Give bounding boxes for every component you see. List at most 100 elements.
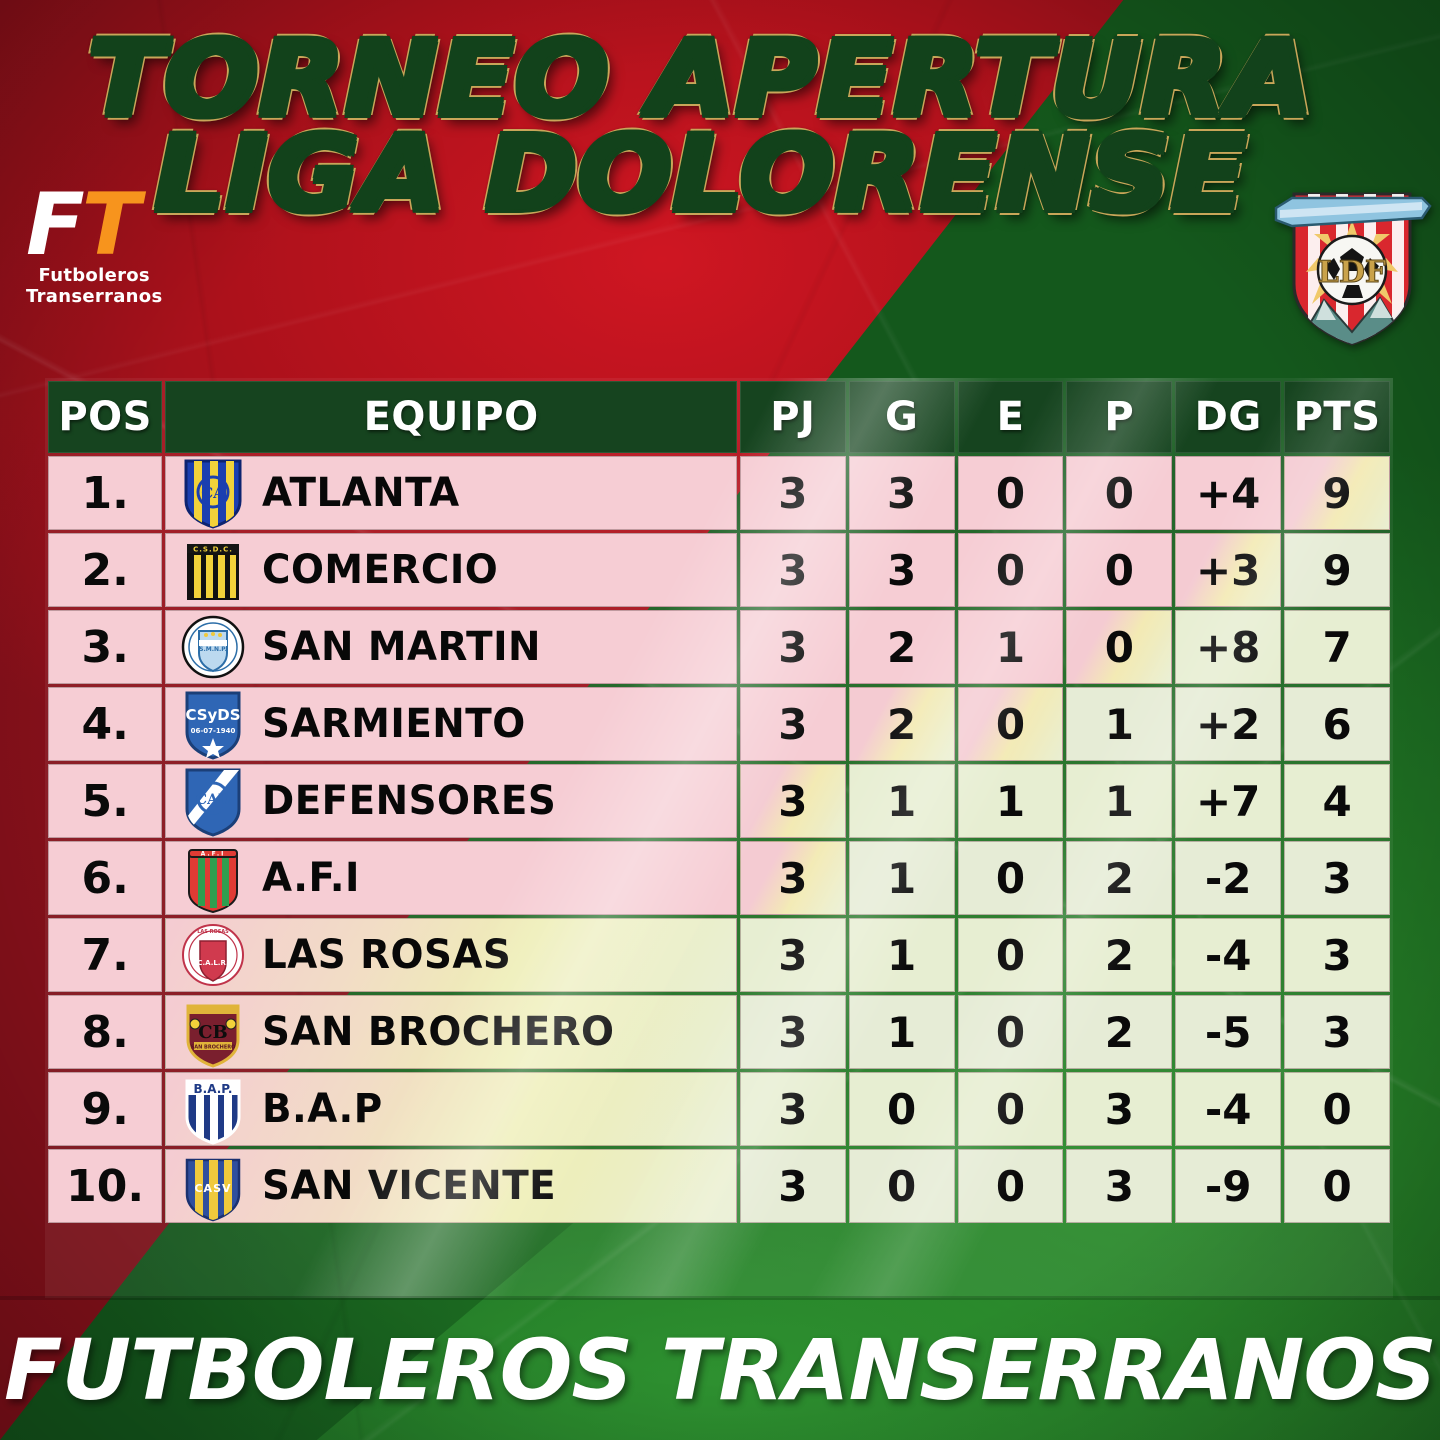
cell-e: 0 [957, 995, 1064, 1069]
cell-g: 3 [848, 533, 955, 607]
cell-position: 9. [48, 1072, 163, 1146]
cell-e: 0 [957, 687, 1064, 761]
table-row: 6. A.F.I A.F.I 3 1 0 2 -2 3 [48, 841, 1390, 915]
cell-position: 5. [48, 764, 163, 838]
svg-text:CA: CA [202, 484, 226, 502]
cell-position: 8. [48, 995, 163, 1069]
club-badge-comercio-icon: C.S.D.C. [180, 534, 246, 606]
ft-letter-f: F [26, 175, 85, 275]
title-block: TORNEO APERTURA LIGA DOLORENSE [88, 27, 1313, 226]
cell-e: 0 [957, 918, 1064, 992]
cell-e: 0 [957, 456, 1064, 530]
svg-text:CB: CB [199, 1022, 229, 1043]
club-badge-sarmiento-icon: CSyDS 06-07-1940 [180, 688, 246, 760]
team-name: COMERCIO [262, 547, 499, 593]
cell-team: CSyDS 06-07-1940 SARMIENTO [165, 687, 737, 761]
cell-p: 1 [1066, 687, 1173, 761]
cell-pj: 3 [739, 918, 846, 992]
club-badge-afi-icon: A.F.I [180, 842, 246, 914]
cell-pts: 4 [1284, 764, 1390, 838]
title-line-2: LIGA DOLORENSE [60, 122, 1343, 226]
cell-pts: 3 [1284, 841, 1390, 915]
column-header-g: G [848, 381, 955, 453]
cell-pj: 3 [739, 610, 846, 684]
cell-g: 1 [848, 995, 955, 1069]
cell-pj: 3 [739, 533, 846, 607]
cell-team: CAD DEFENSORES [165, 764, 737, 838]
cell-dg: +8 [1175, 610, 1282, 684]
table-row: 10. CASV SAN VICENTE 3 0 0 3 -9 0 [48, 1149, 1390, 1223]
club-badge-sanbrochero-icon: CB SAN BROCHERO [180, 996, 246, 1068]
cell-p: 3 [1066, 1149, 1173, 1223]
svg-text:A.F.I: A.F.I [201, 851, 226, 858]
cell-g: 2 [848, 610, 955, 684]
svg-text:S.M.N.P.: S.M.N.P. [199, 646, 227, 653]
cell-g: 1 [848, 841, 955, 915]
cell-dg: -9 [1175, 1149, 1282, 1223]
cell-position: 7. [48, 918, 163, 992]
column-header-pj: PJ [739, 381, 846, 453]
ft-subtitle-line1: Futboleros [38, 264, 150, 286]
svg-text:C.A.L.R.: C.A.L.R. [198, 959, 229, 967]
cell-dg: -4 [1175, 1072, 1282, 1146]
team-name: LAS ROSAS [262, 932, 512, 978]
table-row: 2. C.S.D.C. COMERCIO 3 3 0 0 +3 9 [48, 533, 1390, 607]
ft-logo-top: FT Futboleros Transerranos [26, 182, 162, 307]
cell-p: 3 [1066, 1072, 1173, 1146]
cell-e: 0 [957, 1072, 1064, 1146]
column-header-e: E [957, 381, 1064, 453]
team-name: SAN VICENTE [262, 1163, 557, 1209]
cell-pj: 3 [739, 1149, 846, 1223]
club-badge-sanvicente-icon: CASV [180, 1150, 246, 1222]
table-header-row: POS EQUIPO PJ G E P DG PTS [48, 381, 1390, 453]
cell-g: 3 [848, 456, 955, 530]
cell-team: CB SAN BROCHERO SAN BROCHERO [165, 995, 737, 1069]
cell-dg: +4 [1175, 456, 1282, 530]
svg-text:CASV: CASV [195, 1182, 232, 1195]
cell-position: 1. [48, 456, 163, 530]
cell-pts: 3 [1284, 918, 1390, 992]
cell-team: CA ATLANTA [165, 456, 737, 530]
cell-dg: -5 [1175, 995, 1282, 1069]
table-row: 9. B.A.P. B.A.P 3 0 0 3 -4 0 [48, 1072, 1390, 1146]
footer-divider [0, 1296, 1440, 1300]
team-name: SAN BROCHERO [262, 1009, 615, 1055]
column-header-pts: PTS [1284, 381, 1390, 453]
cell-dg: -4 [1175, 918, 1282, 992]
column-header-dg: DG [1175, 381, 1282, 453]
ft-letter-t: T [81, 175, 141, 275]
svg-text:06-07-1940: 06-07-1940 [191, 727, 236, 735]
poster-footer: FT Futboleros Transerranos FUTBOLEROS TR… [0, 1300, 1440, 1440]
cell-p: 0 [1066, 456, 1173, 530]
ldf-crest-icon: LDF [1272, 172, 1432, 350]
cell-g: 0 [848, 1072, 955, 1146]
cell-pts: 3 [1284, 995, 1390, 1069]
cell-pts: 0 [1284, 1072, 1390, 1146]
team-name: ATLANTA [262, 470, 460, 516]
table-row: 3. S.M.N.P. SAN MARTIN 3 2 1 0 +8 7 [48, 610, 1390, 684]
cell-e: 0 [957, 841, 1064, 915]
team-name: B.A.P [262, 1086, 383, 1132]
footer-brand-text: FUTBOLEROS TRANSERRANOS [4, 1321, 1437, 1419]
cell-g: 2 [848, 687, 955, 761]
cell-position: 4. [48, 687, 163, 761]
cell-p: 0 [1066, 533, 1173, 607]
cell-e: 0 [957, 533, 1064, 607]
cell-dg: -2 [1175, 841, 1282, 915]
team-name: DEFENSORES [262, 778, 557, 824]
column-header-p: P [1066, 381, 1173, 453]
svg-text:C.S.D.C.: C.S.D.C. [193, 546, 233, 554]
cell-pj: 3 [739, 456, 846, 530]
table-row: 8. CB SAN BROCHERO SAN BROCHERO 3 1 0 2 -5 3 [48, 995, 1390, 1069]
cell-p: 2 [1066, 918, 1173, 992]
table-row: 5. CAD DEFENSORES 3 1 1 1 +7 4 [48, 764, 1390, 838]
club-badge-sanmartin-icon: S.M.N.P. [180, 611, 246, 683]
club-badge-defensores-icon: CAD [180, 765, 246, 837]
cell-position: 6. [48, 841, 163, 915]
cell-p: 1 [1066, 764, 1173, 838]
title-line-1: TORNEO APERTURA [60, 27, 1343, 131]
ft-subtitle: Futboleros Transerranos [26, 265, 162, 307]
cell-pj: 3 [739, 995, 846, 1069]
cell-team: C.S.D.C. COMERCIO [165, 533, 737, 607]
